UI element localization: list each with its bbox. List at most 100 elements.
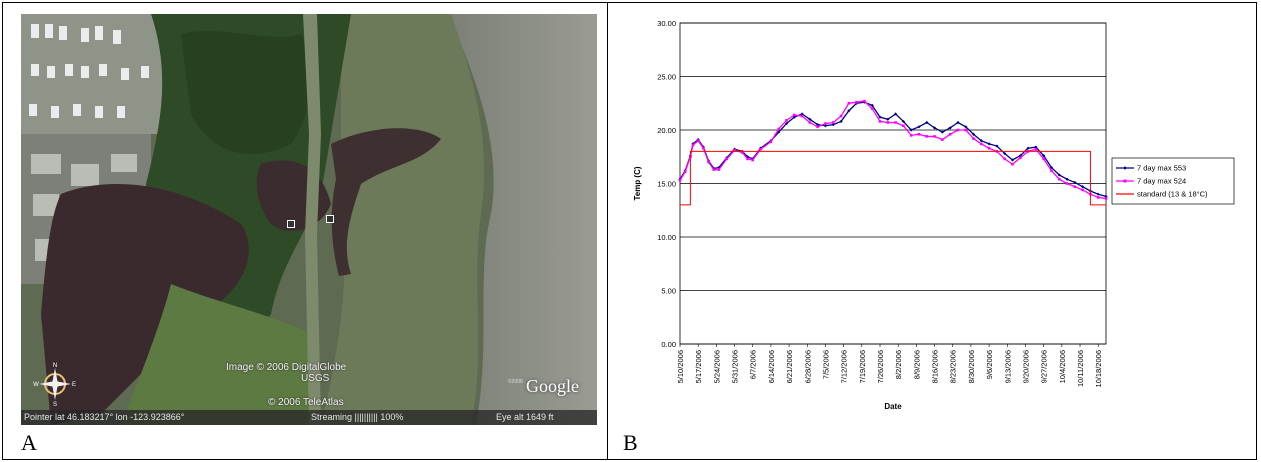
data-point — [909, 128, 913, 132]
data-point — [839, 119, 843, 124]
x-tick-label: 10/18/2006 — [1094, 350, 1103, 388]
data-point — [863, 99, 866, 103]
legend: 7 day max 553 7 day max 524 standard (13 &… — [1111, 157, 1235, 205]
y-axis-ticks: 0.00 5.00 10.00 15.00 20.00 25.00 30.00 — [657, 19, 676, 349]
data-point — [824, 122, 827, 125]
data-point — [683, 170, 687, 174]
data-point — [1011, 162, 1014, 166]
credit-digitalglobe: Image © 2006 DigitalGlobe — [226, 362, 347, 373]
panel-label-b: B — [623, 430, 638, 455]
data-point — [964, 128, 968, 132]
data-point — [941, 138, 944, 141]
data-point — [1050, 169, 1053, 172]
data-point — [870, 107, 874, 110]
data-point — [948, 132, 952, 136]
data-point — [886, 117, 890, 121]
data-point — [696, 139, 700, 142]
y-tick-label: 20.00 — [657, 126, 676, 135]
x-tick-label: 6/28/2006 — [803, 350, 812, 383]
data-point — [691, 143, 695, 147]
x-tick-label: 5/24/2006 — [712, 350, 721, 383]
data-point — [893, 112, 898, 116]
data-point — [940, 130, 944, 134]
y-axis-title: Temp (C) — [633, 166, 642, 200]
data-point — [741, 151, 744, 154]
data-point — [785, 119, 788, 122]
data-point — [917, 125, 921, 129]
data-point — [948, 126, 952, 130]
legend-entry: standard (13 & 18°C) — [1137, 190, 1208, 199]
x-tick-label: 8/2/2006 — [894, 350, 903, 379]
data-point — [972, 137, 975, 140]
data-point — [847, 101, 851, 105]
compass-e: E — [72, 382, 76, 388]
x-tick-label: 9/13/2006 — [1003, 350, 1012, 383]
data-point — [894, 121, 897, 124]
google-copyright: ©2006 — [508, 379, 523, 385]
data-point — [987, 146, 991, 150]
data-point — [712, 168, 716, 171]
data-point — [1065, 177, 1069, 181]
data-point — [878, 120, 882, 123]
legend-entry: 7 day max 524 — [1137, 177, 1186, 186]
data-point — [808, 117, 812, 121]
data-point — [1018, 154, 1022, 158]
data-point — [1003, 157, 1006, 161]
gauge-marker-524 — [287, 220, 295, 228]
series-line — [680, 150, 1106, 206]
data-point — [917, 132, 921, 136]
status-streaming: Streaming |||||||||| 100% — [311, 412, 404, 422]
data-point — [831, 123, 835, 127]
data-point — [925, 120, 929, 125]
data-point — [855, 100, 858, 104]
data-point — [1104, 197, 1108, 200]
y-tick-label: 0.00 — [661, 340, 676, 349]
data-point — [1042, 157, 1045, 161]
compass-s: S — [53, 402, 57, 406]
legend-marker — [1123, 166, 1127, 170]
x-tick-label: 8/9/2006 — [912, 350, 921, 379]
x-tick-label: 7/12/2006 — [840, 350, 849, 383]
data-point — [777, 127, 781, 131]
x-tick-label: 8/16/2006 — [931, 350, 940, 383]
data-point — [901, 119, 905, 124]
data-point — [707, 160, 710, 164]
x-axis-title: Date — [884, 402, 902, 411]
data-point — [1018, 156, 1022, 160]
x-tick-label: 6/7/2006 — [749, 350, 758, 379]
data-point — [702, 146, 705, 150]
legend-entry: 7 day max 553 — [1137, 164, 1186, 173]
gauge-marker-553 — [326, 215, 334, 223]
data-point — [1034, 147, 1038, 151]
credit-teleatlas: © 2006 TeleAtlas — [268, 397, 344, 408]
data-point — [971, 132, 976, 136]
legend-marker — [1123, 179, 1127, 183]
data-point — [980, 142, 983, 146]
data-point — [979, 139, 983, 143]
data-point — [964, 125, 968, 129]
data-point — [1057, 177, 1061, 181]
x-tick-label: 5/17/2006 — [694, 350, 703, 383]
data-point — [746, 157, 749, 161]
panel-divider — [607, 2, 608, 460]
data-point — [831, 121, 835, 124]
temperature-chart: 0.00 5.00 10.00 15.00 20.00 25.00 30.00 5/10/2… — [633, 19, 1235, 411]
y-tick-label: 5.00 — [661, 287, 676, 296]
compass-rose-icon[interactable]: N E S W — [33, 362, 77, 411]
x-tick-label: 5/10/2006 — [676, 350, 685, 383]
data-point — [995, 144, 999, 148]
x-tick-label: 7/5/2006 — [821, 350, 830, 379]
data-point — [1073, 185, 1077, 189]
series-lines — [678, 99, 1108, 206]
data-point — [725, 157, 729, 161]
x-tick-label: 9/6/2006 — [985, 350, 994, 379]
data-point — [956, 120, 960, 125]
data-point — [909, 134, 913, 137]
data-point — [1096, 192, 1100, 196]
data-point — [932, 126, 937, 130]
y-tick-label: 10.00 — [657, 233, 676, 242]
data-point — [1049, 165, 1054, 170]
data-point — [987, 142, 991, 146]
x-tick-label: 9/27/2006 — [1040, 350, 1049, 383]
data-point — [784, 121, 789, 126]
